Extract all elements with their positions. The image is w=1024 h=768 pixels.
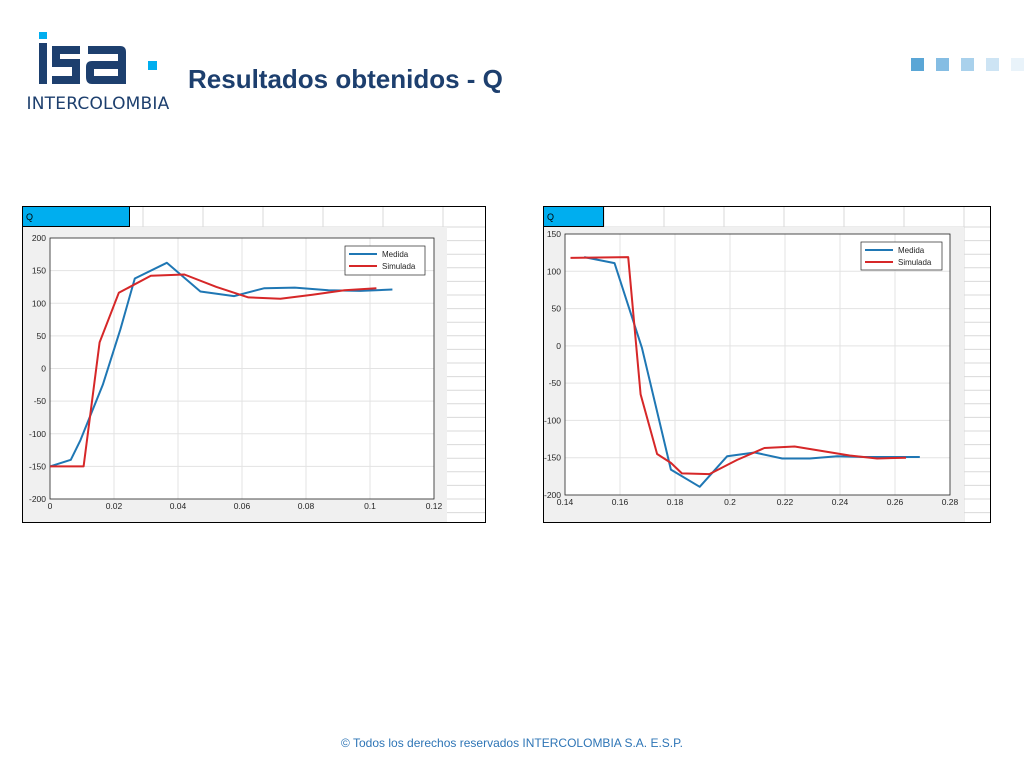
page-title: Resultados obtenidos - Q [188,64,503,94]
y-tick-label: -100 [544,415,561,425]
x-tick-label: 0.06 [234,501,251,511]
chart-1: 0 0.02 0.04 0.06 0.08 0.1 0.12 200 150 100 50 0 -50 -… [23,207,485,522]
series-line-simulada [50,273,377,468]
axes-box [49,237,435,500]
chart-2: 0.14 0.16 0.18 0.2 0.22 0.24 0.26 0.28 150 100 50 0… [544,207,990,522]
decor-square [961,58,974,71]
chart-panel-1: 0 0.02 0.04 0.06 0.08 0.1 0.12 200 150 100 50 0 -50 -… [22,206,486,523]
legend-box [344,245,426,276]
x-tick-label: 0.12 [426,501,443,511]
y-tick-label: 150 [32,266,46,276]
series-line-simulada [570,256,907,476]
x-tick-label: 0.02 [106,501,123,511]
chart-panel-2: 0.14 0.16 0.18 0.2 0.22 0.24 0.26 0.28 150 100 50 0… [543,206,991,523]
legend-label: Simulada [898,258,932,267]
decor-square [936,58,949,71]
x-tick-label: 0.1 [364,501,376,511]
x-tick-label: 0.16 [612,497,629,507]
legend-label: Medida [382,250,409,259]
x-tick-label: 0.26 [887,497,904,507]
y-tick-label: -50 [34,396,47,406]
x-tick-label: 0.08 [298,501,315,511]
plot-area [565,234,950,495]
y-tick-label: -100 [29,429,46,439]
isa-intercolombia-logo: INTERCOLOMBIA [22,30,174,120]
x-tick-label: 0 [48,501,53,511]
chart-tab-label: Q [544,207,604,227]
y-tick-label: 0 [41,364,46,374]
legend-label: Medida [898,246,925,255]
x-tick-label: 0.14 [557,497,574,507]
x-tick-label: 0.2 [724,497,736,507]
legend-label: Simulada [382,262,416,271]
chart-tab-label: Q [23,207,130,227]
y-tick-label: 50 [552,304,562,314]
legend-box [860,241,943,271]
y-tick-label: 150 [547,229,561,239]
y-tick-label: -200 [544,490,561,500]
legend: Medida Simulada [860,241,943,271]
x-tick-label: 0.18 [667,497,684,507]
y-tick-label: -50 [549,378,562,388]
y-tick-label: 100 [32,298,46,308]
decor-square [1011,58,1024,71]
y-tick-label: -150 [29,461,46,471]
series-line-medida [49,261,393,468]
y-tick-label: 200 [32,233,46,243]
y-tick-label: 100 [547,266,561,276]
y-tick-label: 0 [556,341,561,351]
y-tick-label: 50 [37,331,47,341]
isa-logo-icon [39,32,157,84]
axes-box [564,233,951,496]
logo-text: INTERCOLOMBIA [26,94,170,114]
x-tick-label: 0.24 [832,497,849,507]
legend: Medida Simulada [344,245,426,276]
decor-square [986,58,999,71]
x-tick-label: 0.22 [777,497,794,507]
x-tick-label: 0.04 [170,501,187,511]
x-tick-label: 0.28 [942,497,959,507]
y-tick-label: -200 [29,494,46,504]
copyright-footer: © Todos los derechos reservados INTERCOL… [341,736,683,750]
y-tick-label: -150 [544,453,561,463]
decor-square [911,58,924,71]
